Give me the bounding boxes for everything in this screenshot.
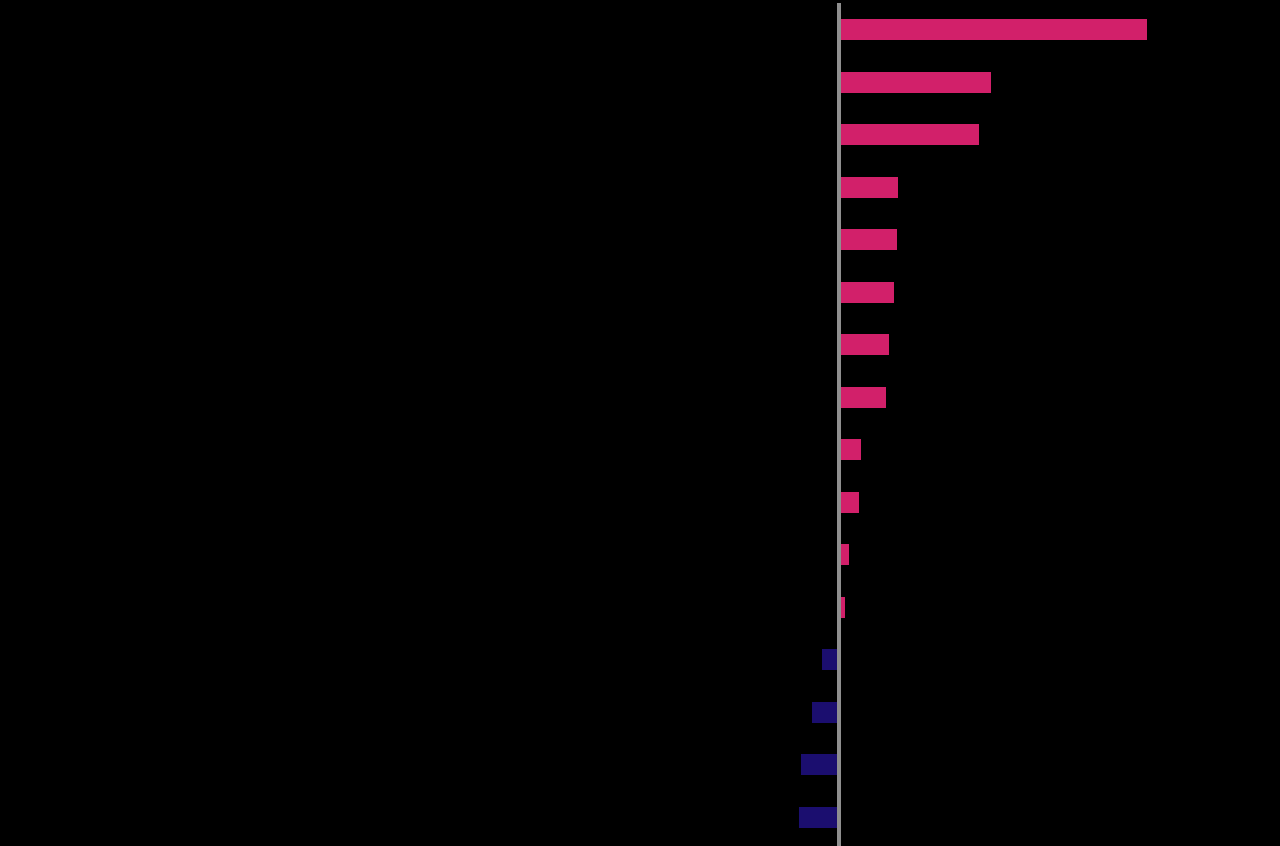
bar-row-8: [841, 387, 886, 408]
bar-row-11: [841, 544, 849, 565]
zero-baseline-axis: [837, 3, 841, 846]
bar-row-4: [841, 177, 898, 198]
bar-row-14: [812, 702, 837, 723]
bar-row-6: [841, 282, 894, 303]
bar-row-2: [841, 72, 991, 93]
bar-row-7: [841, 334, 889, 355]
bar-row-13: [822, 649, 837, 670]
bar-row-9: [841, 439, 861, 460]
bar-row-16: [799, 807, 837, 828]
bar-row-1: [841, 19, 1147, 40]
bar-row-10: [841, 492, 859, 513]
bar-row-5: [841, 229, 897, 250]
bar-row-12: [841, 597, 845, 618]
bar-row-15: [801, 754, 837, 775]
bar-row-3: [841, 124, 979, 145]
